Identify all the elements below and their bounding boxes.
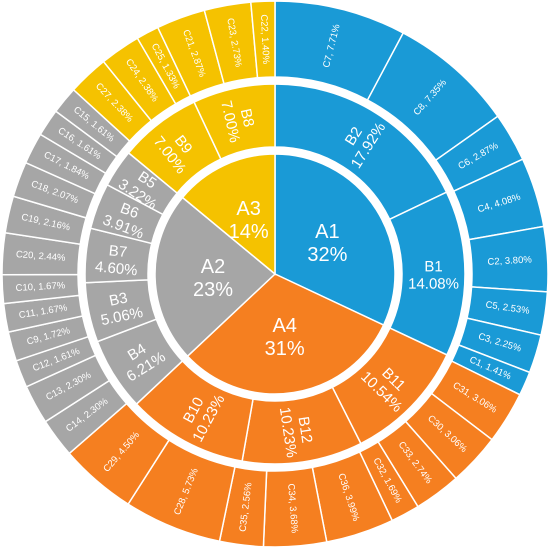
label-c20: C20, 2.44% [15,249,66,264]
label-a3: A3 14% [229,198,269,243]
segment-b8 [193,83,276,161]
label-c2: C2, 3.80% [487,254,532,267]
label-a2: A2 23% [193,256,233,301]
segment-c22 [249,0,276,79]
inner-ring: A1 32% A4 31% A2 23% A3 14% [154,153,396,395]
segment-a3 [181,153,276,276]
label-b7: B74.60% [94,241,140,279]
label-a4: A4 31% [265,315,305,360]
label-b1: B1 14.08% [408,258,459,292]
segment-a2 [154,196,277,358]
label-a1: A1 32% [307,221,347,266]
middle-ring: B217.92%B1 14.08%B1110.54%B1210.23%B1010.… [84,83,466,465]
segment-a1 [274,153,396,327]
label-c10: C10, 1.67% [15,280,66,294]
label-c22: C22, 1.40% [258,14,271,65]
label-c34: C34, 3.68% [285,483,300,534]
segment-a4 [186,273,385,395]
